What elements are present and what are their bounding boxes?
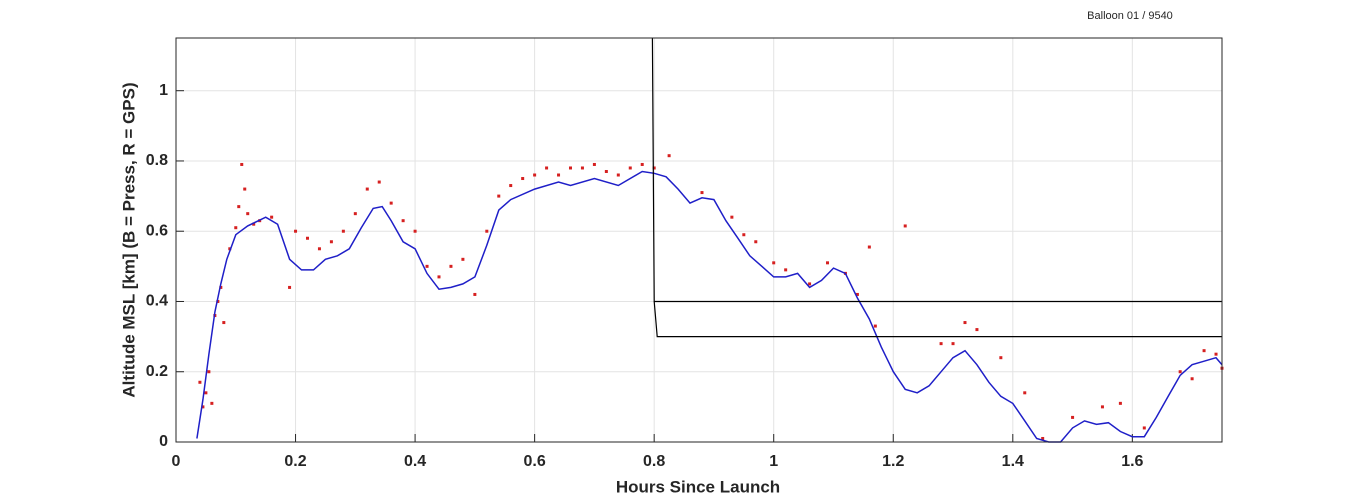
gps-point bbox=[963, 321, 967, 325]
gps-point bbox=[557, 173, 561, 177]
gps-point bbox=[855, 292, 859, 296]
gps-point bbox=[1178, 370, 1182, 374]
x-tick-label: 1.4 bbox=[1002, 453, 1024, 470]
gps-point bbox=[975, 328, 979, 332]
gps-point bbox=[222, 321, 226, 325]
gps-point bbox=[294, 229, 298, 233]
gps-point bbox=[473, 292, 477, 296]
gps-point bbox=[389, 201, 393, 205]
gps-point bbox=[497, 194, 501, 198]
gps-point bbox=[449, 264, 453, 268]
gps-point bbox=[999, 356, 1003, 360]
x-tick-label: 0.8 bbox=[643, 453, 665, 470]
plot-area bbox=[176, 38, 1222, 442]
gps-point bbox=[772, 261, 776, 265]
y-tick-label: 0.8 bbox=[146, 152, 168, 169]
gps-point bbox=[401, 219, 405, 223]
gps-point bbox=[437, 275, 441, 279]
gps-point bbox=[509, 184, 513, 188]
series-line bbox=[653, 301, 1222, 338]
y-tick-label: 0.6 bbox=[146, 222, 168, 239]
gps-point bbox=[288, 285, 292, 289]
y-tick-label: 1 bbox=[159, 82, 168, 99]
gps-point bbox=[329, 240, 333, 244]
gps-point bbox=[204, 391, 208, 395]
x-tick-label: 0 bbox=[172, 453, 181, 470]
gps-point bbox=[317, 247, 321, 251]
gps-point bbox=[604, 169, 608, 173]
gps-point bbox=[580, 166, 584, 170]
gps-point bbox=[616, 173, 620, 177]
axes-box bbox=[175, 37, 1223, 443]
gps-point bbox=[867, 245, 871, 249]
gps-point bbox=[730, 215, 734, 219]
chart-title: Balloon 01 / 9540 bbox=[1087, 10, 1173, 22]
x-tick-label: 1 bbox=[769, 453, 778, 470]
gps-point bbox=[1071, 415, 1075, 419]
gps-point bbox=[667, 154, 671, 158]
gps-point bbox=[305, 236, 309, 240]
x-tick-label: 1.2 bbox=[882, 453, 904, 470]
gps-point bbox=[207, 370, 211, 374]
gps-point bbox=[485, 229, 489, 233]
gps-point bbox=[201, 405, 205, 409]
gps-point bbox=[873, 324, 877, 328]
gps-point bbox=[700, 191, 704, 195]
gps-point bbox=[246, 212, 250, 216]
gps-point bbox=[592, 162, 596, 166]
gps-point bbox=[461, 257, 465, 261]
gps-point bbox=[808, 282, 812, 286]
gps-point bbox=[784, 268, 788, 272]
gps-point bbox=[568, 166, 572, 170]
gps-point bbox=[1202, 349, 1206, 353]
gps-point bbox=[219, 285, 223, 289]
y-tick-label: 0.4 bbox=[146, 293, 168, 310]
gps-point bbox=[1190, 377, 1194, 381]
gps-point bbox=[903, 224, 907, 228]
gps-point bbox=[951, 342, 955, 346]
gps-point bbox=[228, 247, 232, 251]
gps-point bbox=[1214, 352, 1218, 356]
x-tick-label: 0.4 bbox=[404, 453, 426, 470]
x-tick-label: 1.6 bbox=[1121, 453, 1143, 470]
y-axis-label: Altitude MSL [km] (B = Press, R = GPS) bbox=[119, 82, 138, 397]
gps-point bbox=[270, 215, 274, 219]
gps-point bbox=[237, 205, 241, 209]
y-tick-label: 0 bbox=[159, 433, 168, 450]
gps-point bbox=[353, 212, 357, 216]
x-tick-label: 0.2 bbox=[284, 453, 306, 470]
gps-point bbox=[521, 177, 525, 181]
gps-point bbox=[1100, 405, 1104, 409]
gps-point bbox=[742, 233, 746, 237]
gps-point bbox=[198, 380, 202, 384]
gps-point bbox=[545, 166, 549, 170]
gps-point bbox=[377, 180, 381, 184]
gps-point bbox=[826, 261, 830, 265]
gps-point bbox=[533, 173, 537, 177]
gps-point bbox=[1041, 436, 1045, 440]
gps-point bbox=[1142, 426, 1146, 430]
gps-point bbox=[652, 166, 656, 170]
gps-point bbox=[939, 342, 943, 346]
gps-point bbox=[413, 229, 417, 233]
y-tick-label: 0.2 bbox=[146, 363, 168, 380]
gps-point bbox=[1118, 401, 1122, 405]
gps-point bbox=[628, 166, 632, 170]
gps-point bbox=[425, 264, 429, 268]
gps-point bbox=[234, 226, 238, 230]
gps-point bbox=[252, 222, 256, 226]
gps-point bbox=[210, 401, 214, 405]
gps-point bbox=[341, 229, 345, 233]
x-tick-label: 0.6 bbox=[524, 453, 546, 470]
gps-point bbox=[754, 240, 758, 244]
gps-point bbox=[1023, 391, 1027, 395]
gps-point bbox=[240, 162, 244, 166]
gps-point bbox=[243, 187, 247, 191]
gps-point bbox=[365, 187, 369, 191]
gps-point bbox=[640, 162, 644, 166]
x-axis-label: Hours Since Launch bbox=[616, 477, 780, 496]
